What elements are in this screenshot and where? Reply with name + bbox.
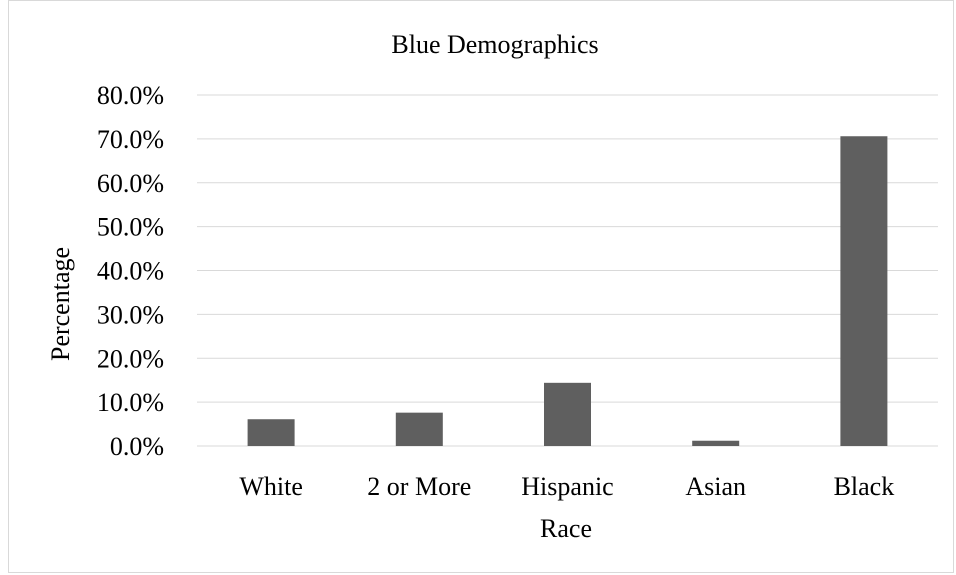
x-tick-label: Hispanic	[521, 472, 613, 501]
bars	[247, 136, 888, 446]
bar-white	[247, 419, 295, 446]
bar-asian	[692, 440, 740, 446]
y-tick-label: 0.0%	[110, 432, 164, 461]
y-tick-label: 80.0%	[97, 81, 164, 110]
y-tick-label: 40.0%	[97, 257, 164, 286]
bar-black	[840, 136, 888, 446]
x-tick-label: Asian	[685, 472, 746, 501]
x-tick-labels: White 2 or More Hispanic Asian Black	[239, 472, 894, 501]
y-axis-label: Percentage	[46, 247, 75, 361]
y-tick-label: 30.0%	[97, 300, 164, 329]
y-tick-label: 60.0%	[97, 169, 164, 198]
bar-hispanic	[544, 382, 591, 446]
x-tick-label: Black	[834, 472, 895, 501]
y-tick-label: 70.0%	[97, 125, 164, 154]
bar-2-or-more	[395, 412, 443, 446]
y-tick-labels: 0.0% 10.0% 20.0% 30.0% 40.0% 50.0% 60.0% 70.0% 8…	[97, 81, 164, 461]
y-tick-label: 10.0%	[97, 388, 164, 417]
y-tick-label: 20.0%	[97, 344, 164, 373]
gridlines	[197, 94, 938, 447]
chart-title: Blue Demographics	[391, 30, 598, 59]
x-tick-label: White	[239, 472, 303, 501]
x-tick-label: 2 or More	[367, 472, 471, 501]
x-axis-label: Race	[540, 514, 592, 543]
y-tick-label: 50.0%	[97, 213, 164, 242]
